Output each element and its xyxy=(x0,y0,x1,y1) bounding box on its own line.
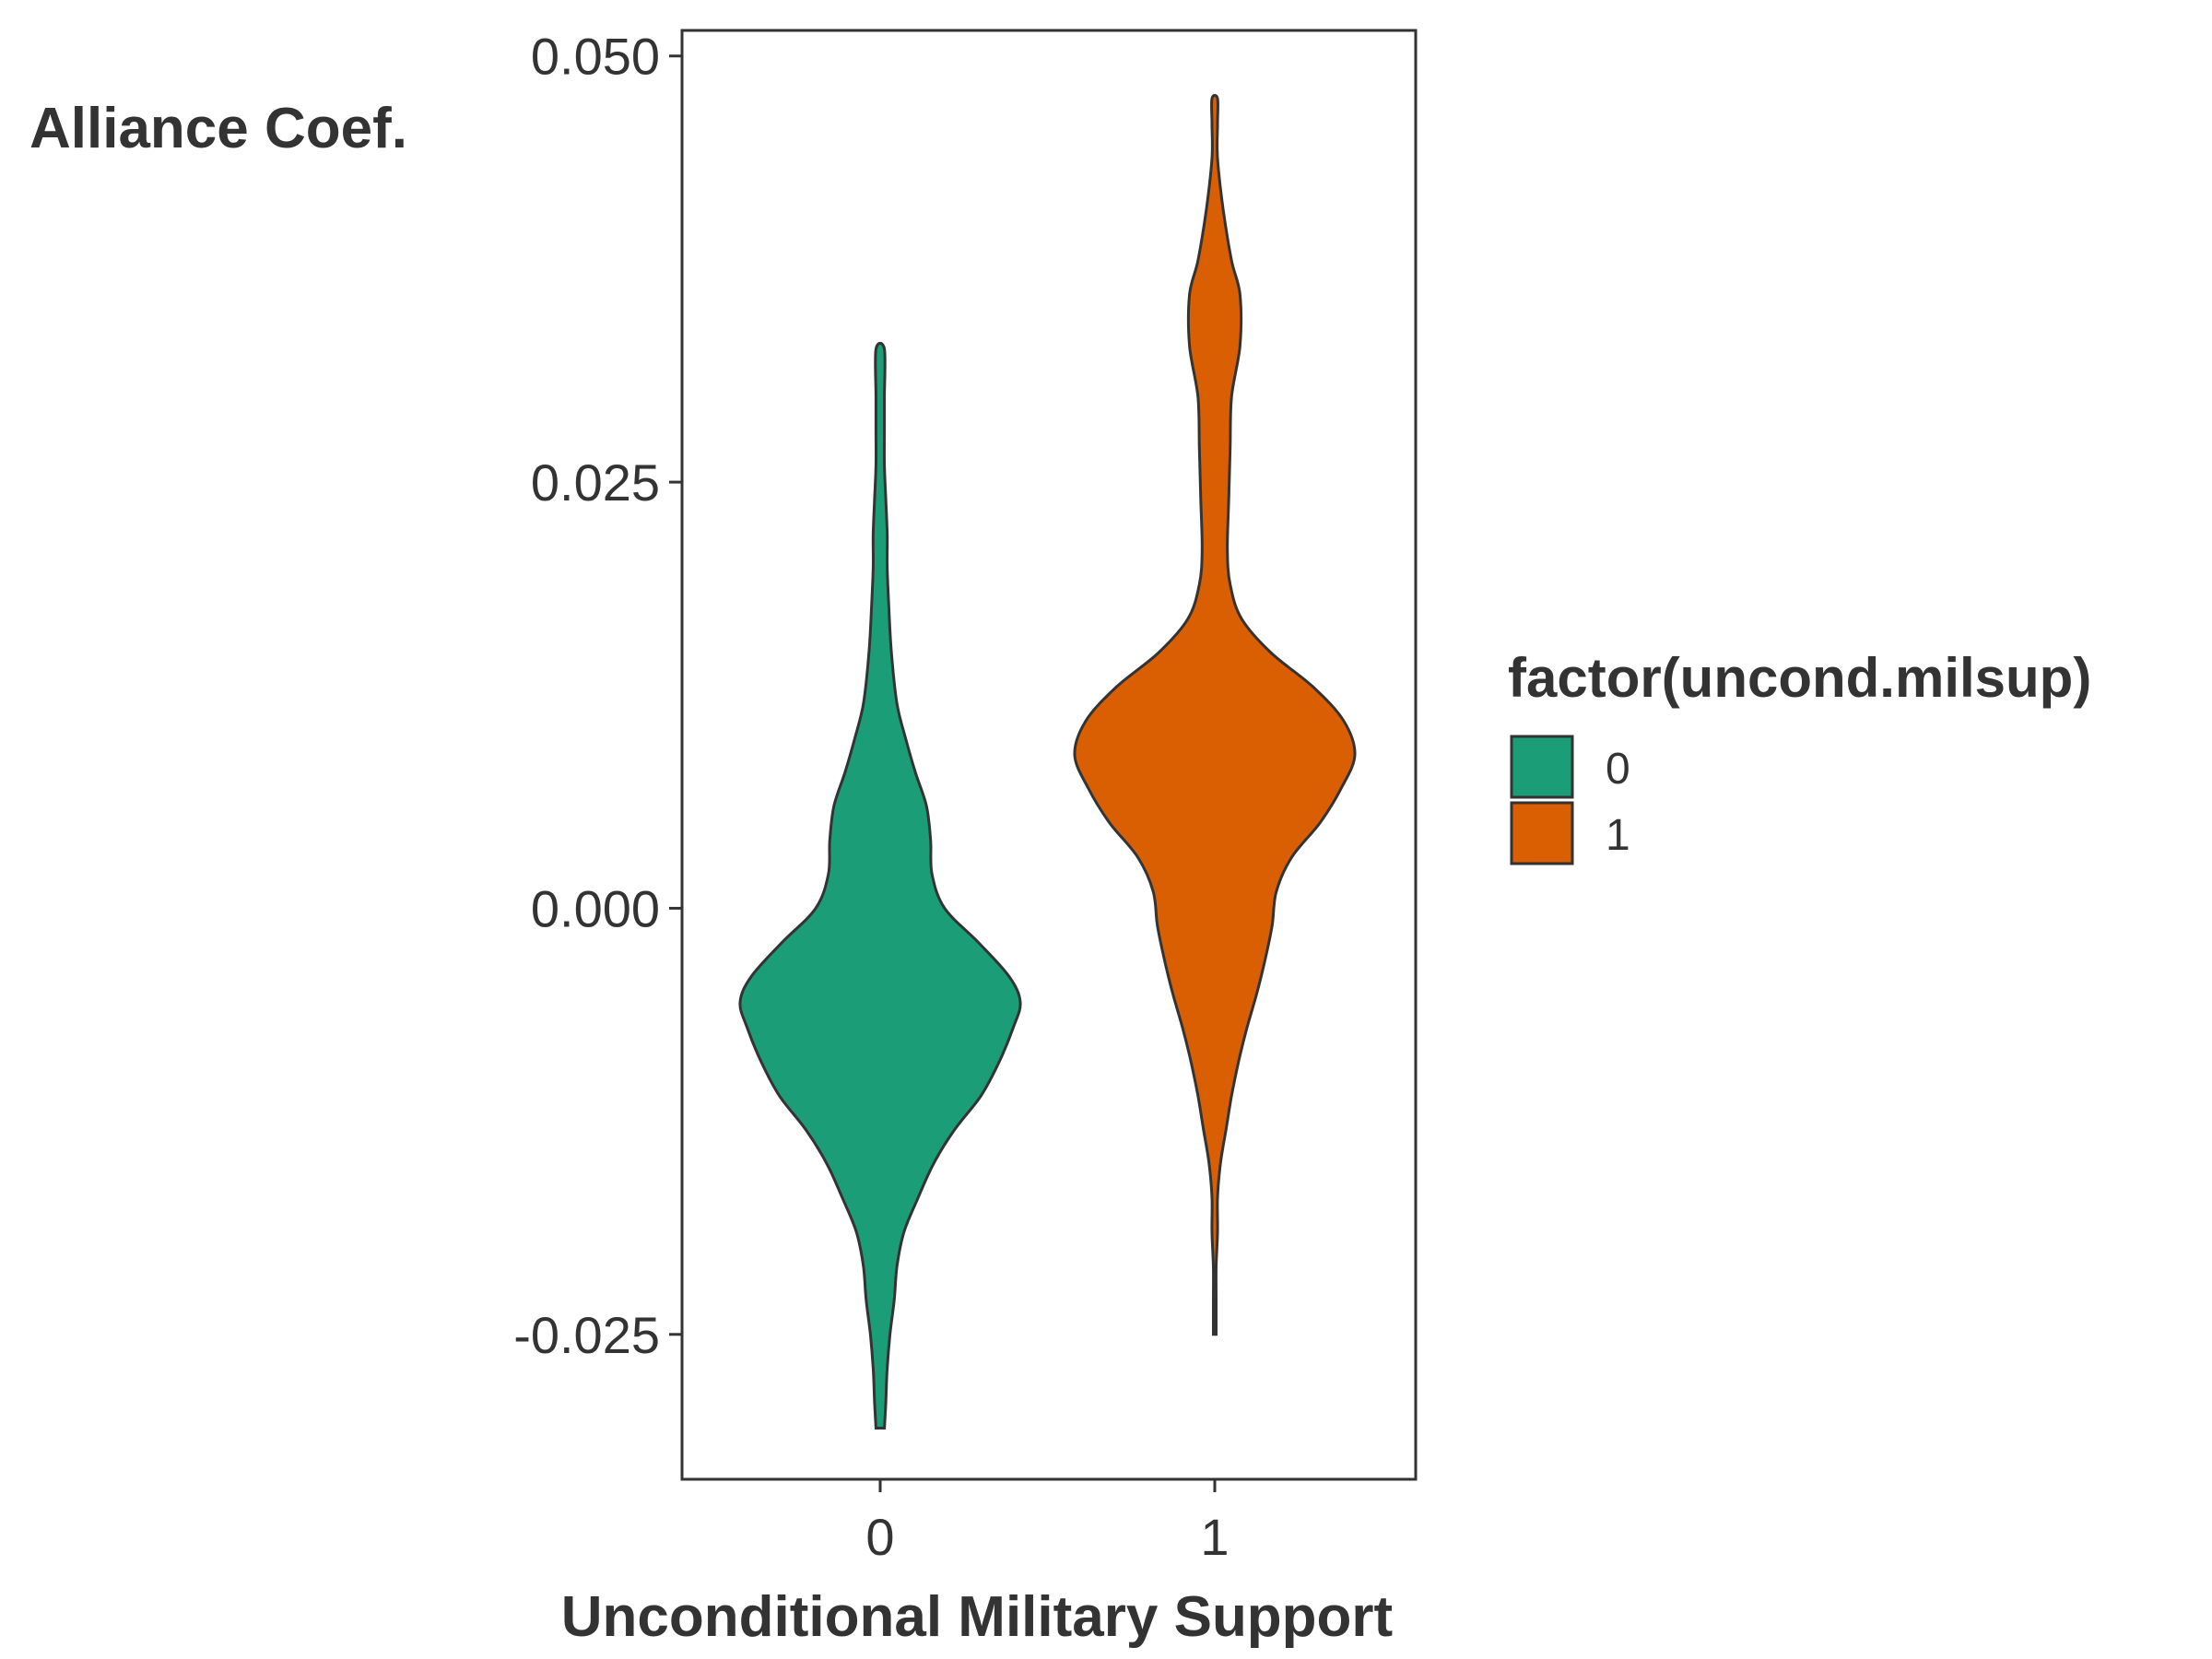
x-tick-label: 0 xyxy=(865,1508,894,1566)
y-tick-label: 0.050 xyxy=(531,28,660,86)
legend-title: factor(uncond.milsup) xyxy=(1508,647,2091,709)
plot-panel-border xyxy=(680,29,1418,1481)
legend: factor(uncond.milsup) 01 xyxy=(1508,647,2091,865)
y-axis: -0.025 0.000 0.025 0.050 xyxy=(513,28,682,1364)
legend-label-0: 0 xyxy=(1606,745,1630,794)
legend-key-0 xyxy=(1510,735,1574,799)
violin-layer xyxy=(738,94,1357,1430)
x-axis-title: Unconditional Military Support xyxy=(561,1585,1393,1649)
y-axis-title: Alliance Coef. xyxy=(29,97,407,160)
y-tick-label: 0.025 xyxy=(531,453,660,512)
legend-key-1 xyxy=(1510,801,1574,865)
legend-items: 01 xyxy=(1510,735,1630,865)
y-tick-label: 0.000 xyxy=(531,879,660,937)
legend-label-1: 1 xyxy=(1606,811,1630,860)
violin-1 xyxy=(1073,94,1357,1336)
x-tick-label: 1 xyxy=(1200,1508,1229,1566)
violin-0 xyxy=(738,341,1022,1430)
y-tick-label: -0.025 xyxy=(513,1306,660,1364)
